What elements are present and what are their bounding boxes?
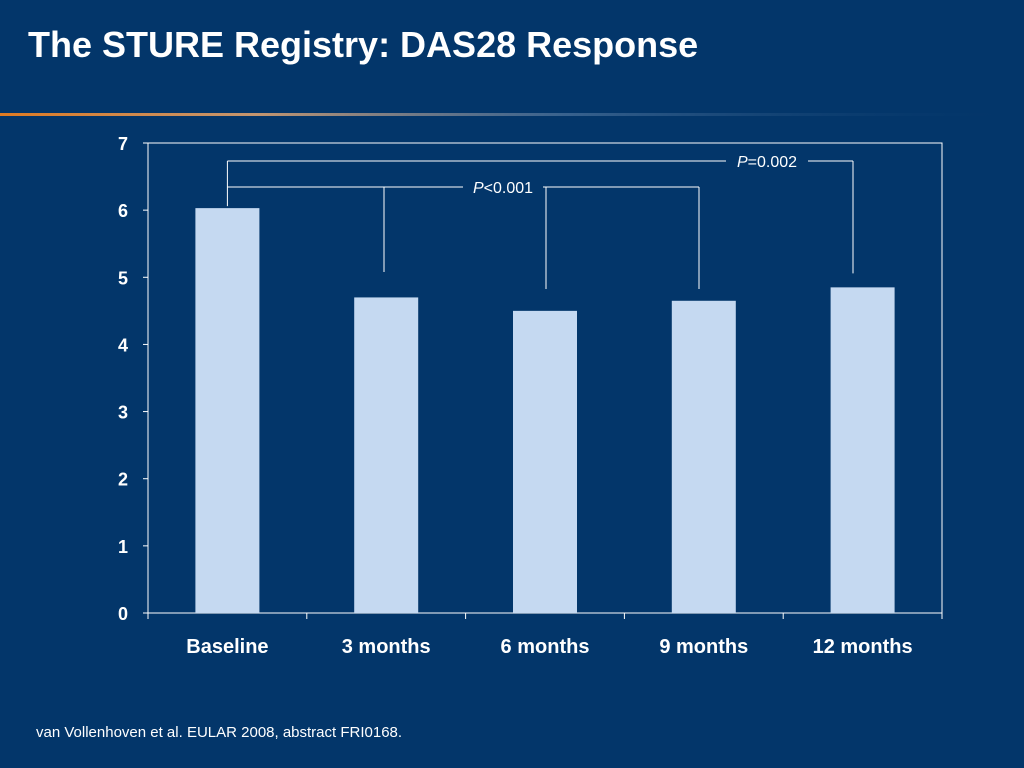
y-tick-label: 6 xyxy=(118,201,128,221)
x-category-label: 6 months xyxy=(501,636,590,658)
citation: van Vollenhoven et al. EULAR 2008, abstr… xyxy=(36,724,403,741)
bar-9-months xyxy=(671,300,736,613)
title-divider xyxy=(0,113,1024,116)
x-category-label: Baseline xyxy=(186,636,268,658)
slide-title: The STURE Registry: DAS28 Response xyxy=(28,24,699,65)
bar-3-months xyxy=(354,297,419,613)
y-tick-label: 7 xyxy=(118,134,128,154)
p-value-label: P<0.001 xyxy=(473,180,533,197)
bracket-p-0002: P=0.002 xyxy=(226,154,854,274)
das28-bar-chart: 0 1 2 3 4 5 6 7 Baseline 3 months 6 months 9 months… xyxy=(118,134,943,658)
bar-6-months xyxy=(513,310,577,613)
p-value-label: P=0.002 xyxy=(737,154,797,171)
y-tick-label: 3 xyxy=(118,403,128,423)
y-tick-label: 2 xyxy=(118,470,128,490)
bar-baseline xyxy=(195,208,260,613)
bracket-p-0001: P<0.001 xyxy=(227,180,700,289)
y-tick-label: 0 xyxy=(118,604,128,624)
bar-12-months xyxy=(830,287,895,613)
y-tick-label: 4 xyxy=(118,335,128,355)
x-category-label: 9 months xyxy=(659,636,748,658)
x-category-label: 3 months xyxy=(342,636,431,658)
y-tick-label: 1 xyxy=(118,537,128,557)
y-tick-label: 5 xyxy=(118,268,128,288)
x-category-label: 12 months xyxy=(813,636,913,658)
